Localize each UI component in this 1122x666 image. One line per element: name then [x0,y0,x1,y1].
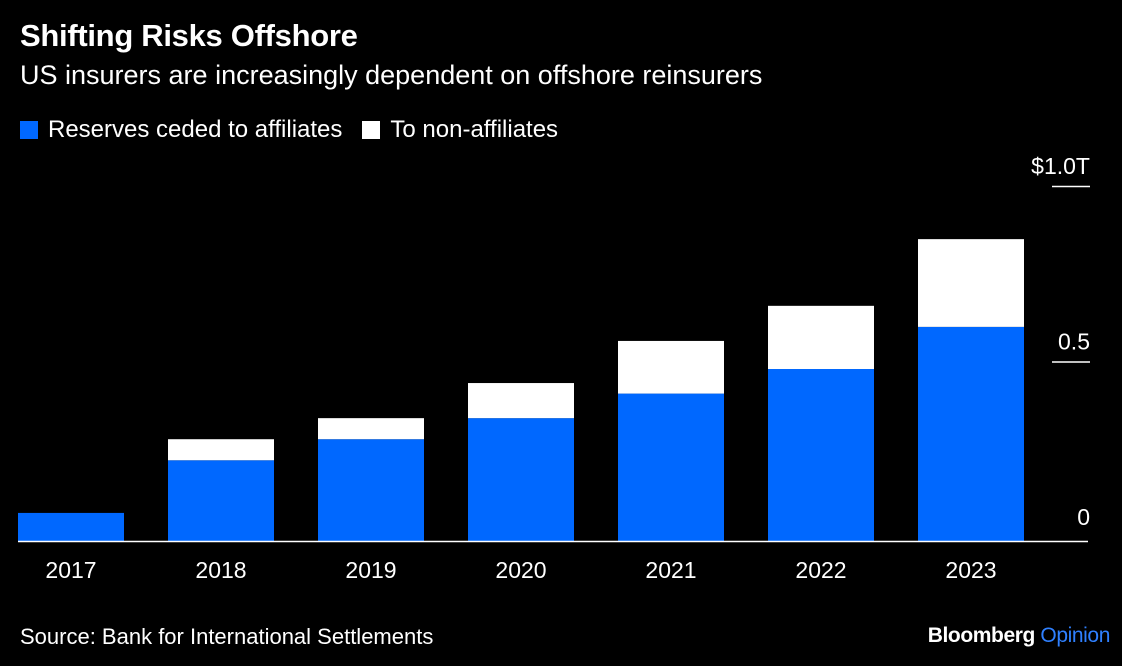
x-tick-label-2023: 2023 [945,557,996,583]
bar-non-affiliates-2021 [618,340,724,394]
x-tick-label-2020: 2020 [495,557,546,583]
legend: Reserves ceded to affiliates To non-affi… [20,116,578,144]
legend-swatch-non-affiliates [362,121,381,139]
bar-non-affiliates-2020 [468,383,574,419]
bar-affiliates-2020 [468,418,574,541]
x-tick-label-2018: 2018 [195,557,246,583]
brand-accent: Opinion [1040,624,1110,647]
y-tick-label-1: 0.5 [1058,329,1090,355]
chart-title: Shifting Risks Offshore [20,18,358,53]
bar-non-affiliates-2019 [318,418,424,440]
bar-affiliates-2023 [918,326,1024,541]
source-note: Source: Bank for International Settlemen… [20,624,434,649]
bar-non-affiliates-2022 [768,305,874,370]
x-tick-label-2019: 2019 [345,557,396,583]
bar-affiliates-2021 [618,393,724,541]
chart-subtitle: US insurers are increasingly dependent o… [20,60,763,90]
legend-item-non-affiliates: To non-affiliates [362,116,558,144]
x-tick-label-2022: 2022 [795,557,846,583]
brand-main: Bloomberg [927,624,1036,647]
brand-logo: Bloomberg Opinion [927,624,1111,648]
bar-non-affiliates-2023 [918,239,1024,327]
legend-label-affiliates: Reserves ceded to affiliates [48,116,343,143]
bar-affiliates-2017 [18,512,124,541]
x-tick-label-2021: 2021 [645,557,696,583]
legend-swatch-affiliates [20,121,38,139]
x-tick-label-2017: 2017 [45,557,96,583]
legend-item-affiliates: Reserves ceded to affiliates [20,116,342,144]
bar-affiliates-2019 [318,439,424,541]
bar-affiliates-2022 [768,369,874,541]
y-tick-label-2: $1.0T [1031,153,1090,179]
legend-label-non-affiliates: To non-affiliates [390,116,559,143]
y-tick-label-0: 0 [1077,504,1090,530]
bar-non-affiliates-2018 [168,439,274,461]
bar-affiliates-2018 [168,460,274,541]
